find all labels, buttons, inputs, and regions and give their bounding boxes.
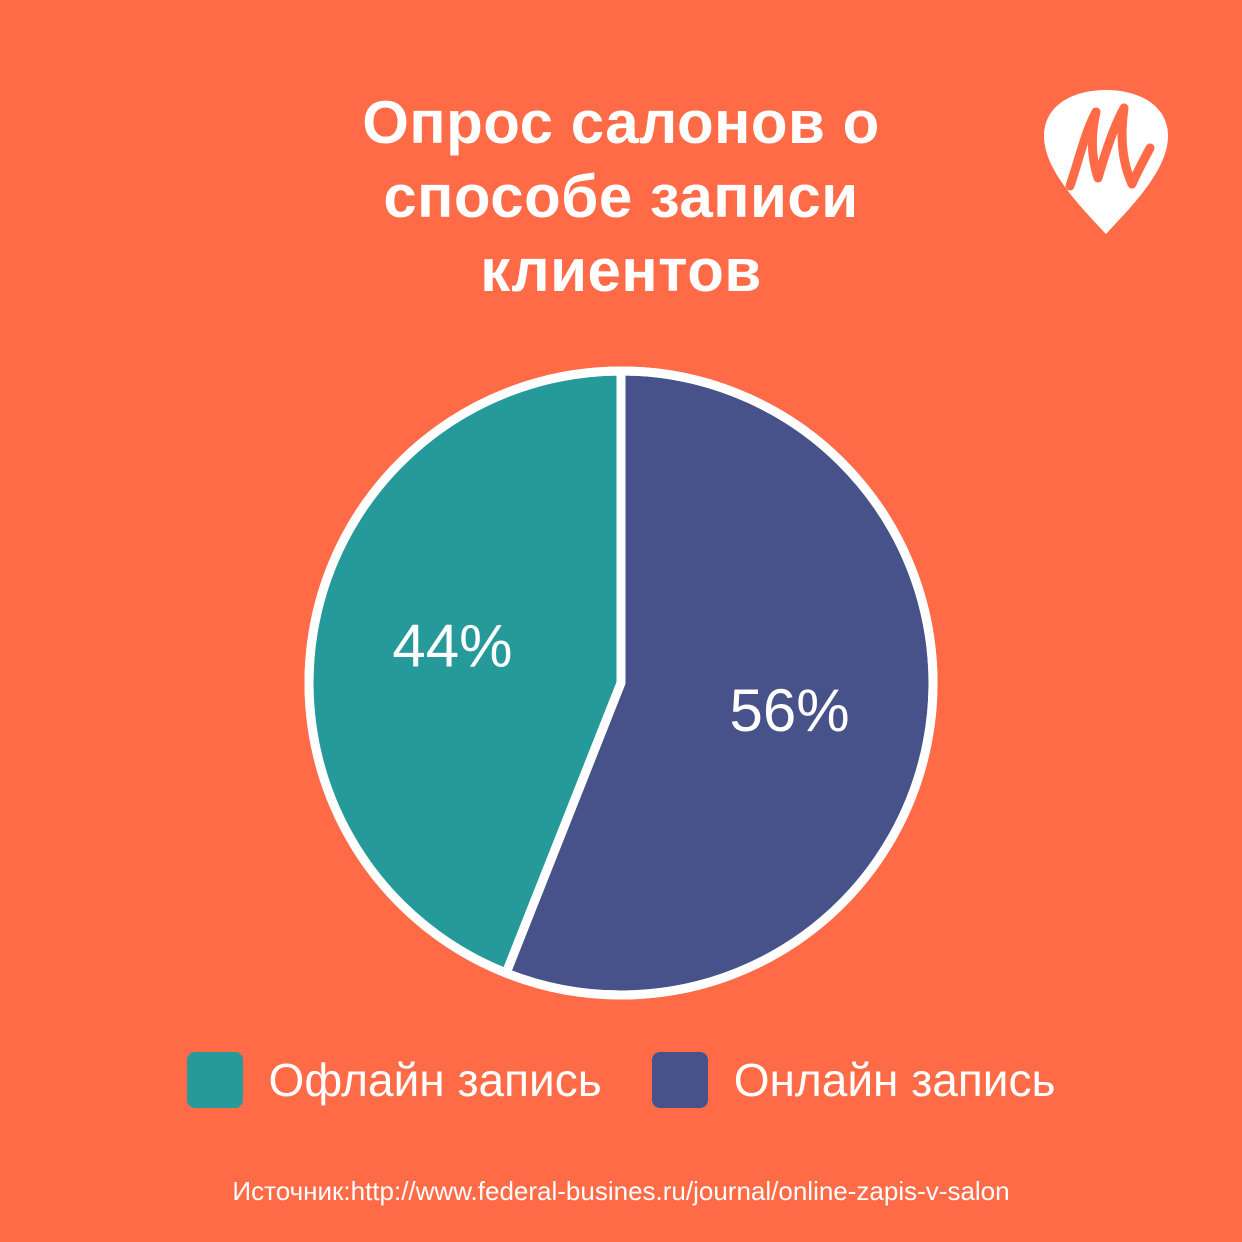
legend-item-offline: Офлайн запись [186,1052,602,1108]
pie-label-offline: 44% [392,613,512,680]
legend-label-online: Онлайн запись [733,1054,1056,1106]
logo-icon [1044,90,1168,234]
chart-legend: Офлайн запись Онлайн запись [0,1052,1242,1108]
pie-outline [304,366,938,1000]
legend-label-offline: Офлайн запись [268,1054,602,1106]
source-citation: Источник:http://www.federal-busines.ru/j… [232,1176,1010,1206]
legend-swatch-online [651,1052,708,1108]
legend-swatch-offline [186,1052,243,1108]
legend-item-online: Онлайн запись [651,1052,1056,1108]
pie-label-online: 56% [730,677,850,744]
chart-title: Опрос салонов о способе записи клиентов [362,89,880,304]
